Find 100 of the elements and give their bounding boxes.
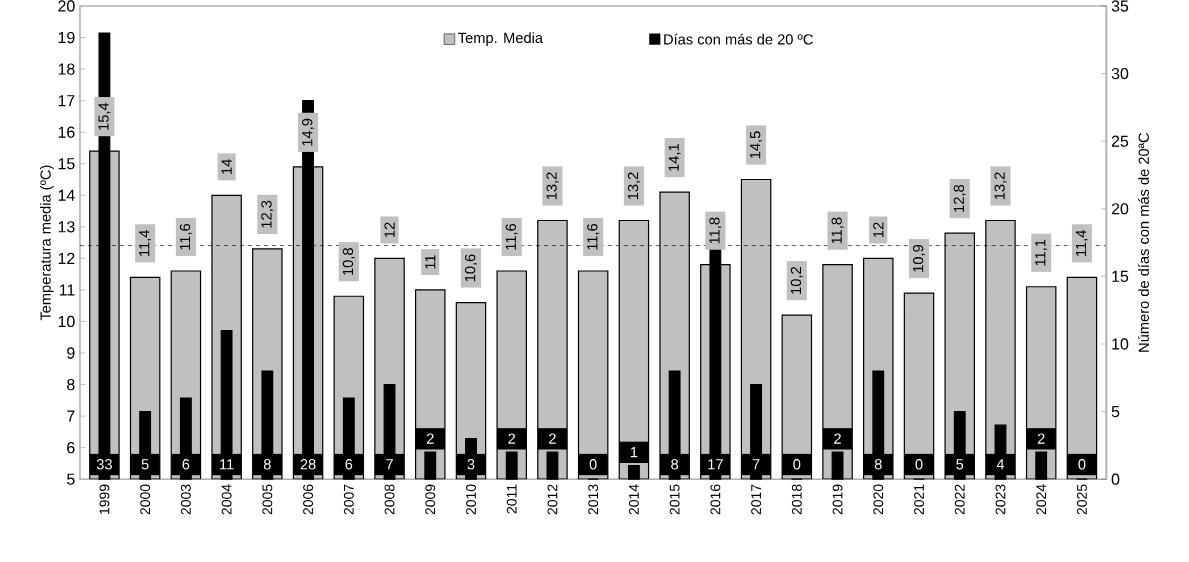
legend-label: Temp. Media	[458, 32, 544, 47]
y-tick-label: 5	[67, 473, 75, 485]
data-label: 6	[345, 459, 353, 470]
data-label: 11,1	[1035, 239, 1048, 266]
x-tick-label: 2019	[832, 484, 843, 515]
x-tick-label: 2009	[425, 484, 436, 515]
x-tick-label: 2024	[1036, 484, 1047, 515]
data-label: 11,8	[709, 217, 722, 244]
y2-tick-label: 20	[1111, 203, 1129, 215]
data-label: 14,1	[668, 144, 681, 171]
data-label: 6	[182, 459, 190, 470]
data-label: 0	[1078, 459, 1086, 470]
data-label: 10,6	[464, 254, 478, 282]
data-label: 8	[263, 459, 271, 470]
data-label: 4	[996, 459, 1005, 470]
y2-tick-label: 10	[1112, 338, 1129, 350]
x-tick-label: 2010	[466, 484, 476, 515]
x-tick-label: 2021	[914, 484, 924, 515]
y-tick-label: 19	[58, 31, 75, 44]
x-tick-label: 1999	[99, 484, 110, 515]
y-tick-label: 16	[58, 126, 75, 138]
y-tick-label: 11	[59, 284, 75, 296]
data-label: 2	[1037, 433, 1045, 444]
y2-tick-label: 0	[1111, 473, 1120, 485]
data-label: 13,2	[546, 172, 559, 200]
data-label: 2	[834, 433, 841, 444]
y-axis-title: Temperatura media (ºC)	[40, 165, 54, 321]
x-tick-label: 2025	[1076, 484, 1087, 515]
y-tick-label: 7	[67, 410, 75, 422]
data-label: 5	[141, 459, 149, 470]
y2-tick-label: 5	[1111, 406, 1120, 418]
x-tick-label: 2004	[221, 484, 232, 515]
y2-tick-label: 25	[1111, 135, 1129, 147]
data-label: 12,8	[953, 185, 966, 212]
x-tick-label: 2022	[954, 484, 965, 515]
data-label: 11	[425, 255, 436, 269]
y2-tick-label: 30	[1111, 68, 1129, 80]
x-tick-label: 2016	[710, 484, 721, 515]
data-label: 0	[793, 459, 801, 470]
legend-label: Días con más de 20 ºC	[664, 33, 813, 45]
x-tick-label: 2000	[140, 484, 151, 515]
data-label: 14	[221, 159, 232, 174]
data-label: 5	[956, 459, 964, 470]
data-label: 8	[671, 459, 679, 470]
data-label: 14,5	[750, 131, 763, 159]
data-label: 12	[873, 222, 884, 238]
y-tick-label: 14	[58, 189, 75, 201]
x-tick-label: 2007	[343, 484, 354, 515]
x-tick-label: 2023	[995, 484, 1006, 515]
data-label: 7	[386, 459, 393, 470]
y2-tick-label: 15	[1112, 270, 1129, 283]
data-label: 11,6	[505, 224, 518, 250]
y-tick-label: 9	[67, 347, 75, 359]
data-label: 3	[467, 459, 475, 470]
x-tick-label: 2005	[262, 484, 273, 515]
data-label: 17	[708, 459, 723, 470]
data-label: 28	[300, 459, 316, 470]
x-tick-label: 2011	[506, 484, 517, 514]
data-label: 12,3	[261, 200, 274, 228]
y-tick-label: 10	[58, 315, 75, 328]
y-tick-label: 8	[67, 378, 75, 391]
data-label: 8	[874, 459, 882, 470]
data-label: 14,9	[302, 118, 315, 146]
x-tick-label: 2013	[588, 484, 599, 515]
data-label: 0	[915, 459, 923, 470]
y-tick-label: 15	[58, 158, 75, 170]
y2-axis-title: Número de días con más de 20ªC	[1138, 132, 1149, 352]
x-tick-label: 2017	[751, 484, 762, 515]
data-label: 11,4	[139, 230, 152, 257]
data-label: 11,6	[587, 224, 600, 250]
data-label: 33	[96, 459, 112, 470]
y-tick-label: 18	[58, 63, 75, 75]
data-label: 13,2	[627, 172, 640, 200]
data-label: 11,8	[831, 217, 844, 244]
data-label: 13,2	[994, 172, 1007, 200]
data-label: 10,9	[912, 245, 926, 272]
x-tick-label: 2008	[384, 484, 395, 515]
data-label: 10,2	[790, 267, 803, 294]
data-label: 12	[384, 222, 395, 238]
data-label: 11	[220, 459, 234, 470]
data-label: 11,4	[1075, 230, 1088, 257]
data-label: 1	[630, 447, 638, 458]
x-tick-label: 2003	[180, 484, 191, 515]
x-tick-label: 2014	[628, 484, 639, 515]
x-tick-label: 2015	[669, 484, 680, 515]
x-tick-label: 2012	[547, 484, 558, 515]
y2-tick-label: 35	[1111, 0, 1129, 12]
data-label: 0	[589, 459, 597, 470]
y-tick-label: 13	[58, 221, 75, 233]
data-label: 11,6	[179, 224, 192, 250]
y-tick-label: 20	[58, 0, 75, 12]
y-tick-label: 6	[67, 442, 75, 454]
y-tick-label: 17	[58, 95, 75, 107]
data-label: 2	[426, 433, 434, 444]
data-label: 2	[508, 433, 516, 444]
data-label: 10,8	[342, 248, 355, 275]
data-label: 7	[752, 459, 760, 470]
y-tick-label: 12	[58, 252, 75, 265]
x-tick-label: 2018	[791, 484, 802, 515]
x-tick-label: 2020	[873, 484, 884, 515]
